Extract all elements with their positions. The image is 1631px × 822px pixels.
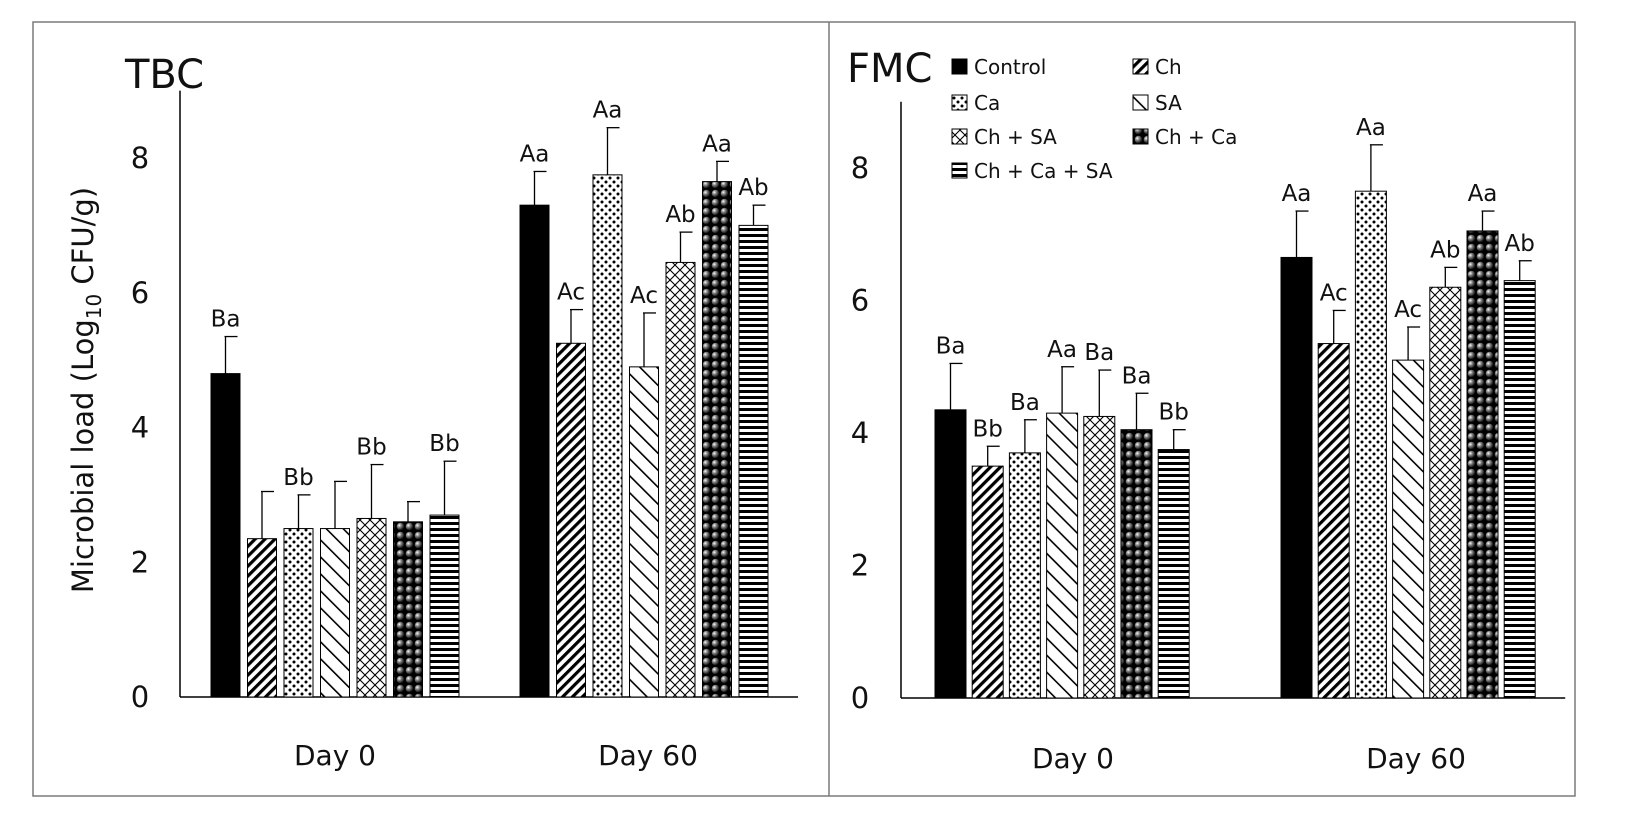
tbc-y-tick-label: 8: [131, 141, 149, 175]
fmc-bar-ca-day-60: [1354, 190, 1387, 699]
tbc-bar-ch-sa-day-0: [356, 517, 387, 698]
fmc-y-tick-label: 4: [851, 416, 869, 450]
legend-item-control: Control: [951, 55, 1046, 79]
tbc-bar-ch-sa-day-60: [665, 261, 696, 698]
fmc-category-label: Day 60: [1366, 742, 1466, 775]
tbc-bar-ch-ca-day-0: [393, 521, 423, 698]
legend-label-ch-ca-sa: Ch + Ca + SA: [974, 159, 1113, 183]
tbc-significance-label: Ba: [211, 307, 241, 333]
tbc-bar-ch-day-0: [247, 538, 277, 698]
legend-item-sa: SA: [1132, 91, 1182, 115]
tbc-category-label: Day 0: [294, 739, 376, 772]
fmc-y-tick-label: 2: [851, 549, 869, 583]
fmc-category-label: Day 0: [1032, 742, 1114, 775]
fmc-bar-sa-day-0: [1046, 412, 1079, 699]
tbc-y-tick-label: 6: [131, 276, 149, 310]
legend-item-ch-sa: Ch + SA: [951, 125, 1057, 149]
tbc-significance-label: Ac: [557, 280, 585, 306]
fmc-significance-label: Aa: [1047, 337, 1077, 363]
legend-label-ch-sa: Ch + SA: [974, 125, 1057, 149]
fmc-bar-ch-ca-day-60: [1466, 230, 1499, 699]
legend-swatch-ch: [1132, 58, 1149, 75]
legend-item-ca: Ca: [951, 91, 1000, 115]
tbc-significance-label: Aa: [520, 141, 550, 167]
tbc-significance-label: Ab: [738, 175, 768, 201]
tbc-bar-sa-day-0: [320, 528, 350, 698]
fmc-y-tick-label: 6: [851, 284, 869, 318]
fmc-bar-ch-day-60: [1317, 343, 1350, 699]
legend-item-ch-ca-sa: Ch + Ca + SA: [951, 159, 1113, 183]
tbc-significance-label: Bb: [283, 465, 313, 491]
fmc-bar-ch-day-0: [971, 465, 1004, 699]
tbc-significance-label: Aa: [593, 98, 623, 124]
fmc-significance-label: Aa: [1356, 115, 1386, 141]
legend-swatch-ch-sa: [951, 128, 968, 145]
fmc-bar-control-day-0: [934, 409, 967, 699]
tbc-y-tick-label: 4: [131, 411, 149, 445]
legend-swatch-sa: [1132, 94, 1149, 111]
fmc-significance-label: Bb: [1159, 400, 1189, 426]
fmc-y-tick-label: 8: [851, 151, 869, 185]
tbc-bar-ch-day-60: [556, 342, 586, 698]
fmc-significance-label: Ac: [1320, 280, 1348, 306]
fmc-bar-ch-ca-sa-day-0: [1157, 449, 1190, 699]
legend-item-ch: Ch: [1132, 55, 1182, 79]
tbc-panel: TBC Microbial load (Log10 CFU/g) 0 2 4 6 8 Da…: [66, 52, 798, 772]
figure-frame: [32, 21, 1576, 797]
fmc-bar-ca-day-0: [1008, 452, 1041, 699]
legend-swatch-control: [951, 58, 968, 75]
tbc-significance-label: Bb: [429, 431, 459, 457]
fmc-significance-label: Bb: [973, 416, 1003, 442]
tbc-bar-ca-day-0: [283, 528, 314, 698]
legend: Control Ch Ca SA Ch + SA Ch + Ca Ch + Ca + SA: [951, 55, 1237, 183]
legend-swatch-ch-ca: [1132, 128, 1149, 145]
legend-item-ch-ca: Ch + Ca: [1132, 125, 1237, 149]
fmc-panel-title: FMC: [847, 46, 932, 92]
fmc-plot-area: 0 2 4 6 8 Day 0 Day 60 Ba Aa Bb Ac Ba Aa Aa Ac Ba Ab Ba Aa…: [851, 101, 1566, 775]
fmc-significance-label: Ba: [1010, 390, 1040, 416]
tbc-bar-ch-ca-sa-day-0: [429, 514, 460, 698]
fmc-bar-control-day-60: [1280, 256, 1313, 699]
fmc-bar-ch-ca-sa-day-60: [1503, 280, 1536, 699]
tbc-y-tick-label: 0: [131, 680, 149, 714]
fmc-significance-label: Ba: [1122, 363, 1152, 389]
fmc-significance-label: Ac: [1394, 297, 1422, 323]
legend-label-sa: SA: [1155, 91, 1182, 115]
legend-swatch-ca: [951, 94, 968, 111]
fmc-bar-ch-sa-day-0: [1083, 415, 1116, 699]
tbc-category-label: Day 60: [598, 739, 698, 772]
fmc-significance-label: Aa: [1282, 181, 1312, 207]
tbc-bar-control-day-60: [519, 204, 550, 698]
fmc-significance-label: Aa: [1468, 181, 1498, 207]
tbc-bar-ca-day-60: [592, 174, 623, 698]
tbc-significance-label: Ab: [665, 202, 695, 228]
tbc-bar-control-day-0: [210, 373, 241, 698]
fmc-bar-ch-sa-day-60: [1429, 286, 1462, 699]
tbc-bar-ch-ca-sa-day-60: [738, 224, 769, 698]
fmc-panel: FMC 0 2 4 6 8 Day 0 Day 60 Ba Aa Bb Ac Ba Aa Aa Ac Ba Ab…: [847, 46, 1566, 775]
fmc-y-tick-label: 0: [851, 681, 869, 715]
tbc-bar-ch-ca-day-60: [702, 181, 732, 698]
fmc-significance-label: Ba: [936, 333, 966, 359]
legend-swatch-ch-ca-sa: [951, 162, 968, 179]
tbc-y-tick-label: 2: [131, 545, 149, 579]
fmc-significance-label: Ab: [1430, 237, 1460, 263]
tbc-significance-label: Aa: [702, 131, 732, 157]
fmc-significance-label: Ab: [1505, 231, 1535, 257]
tbc-panel-title: TBC: [124, 52, 204, 98]
legend-label-ch: Ch: [1155, 55, 1182, 79]
tbc-bar-sa-day-60: [629, 366, 659, 698]
fmc-significance-label: Ba: [1084, 340, 1114, 366]
legend-label-ca: Ca: [974, 91, 1000, 115]
fmc-bar-ch-ca-day-0: [1120, 429, 1153, 699]
y-axis-label: Microbial load (Log10 CFU/g): [66, 187, 106, 593]
tbc-significance-label: Bb: [356, 435, 386, 461]
tbc-significance-label: Ac: [630, 283, 658, 309]
legend-label-ch-ca: Ch + Ca: [1155, 125, 1237, 149]
legend-label-control: Control: [974, 55, 1046, 79]
fmc-bar-sa-day-60: [1392, 359, 1425, 699]
